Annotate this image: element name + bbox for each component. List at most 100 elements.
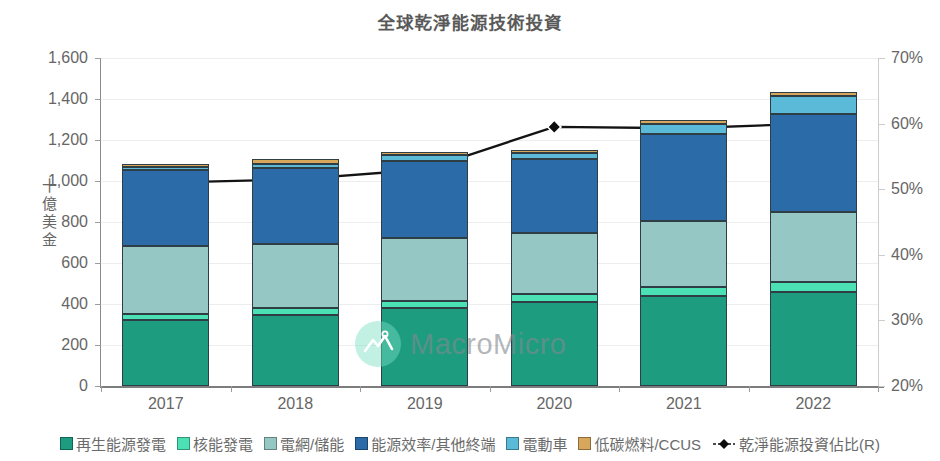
- left-axis-tick-label: 0: [0, 376, 88, 396]
- bar-segment: [511, 150, 598, 153]
- left-axis-tick-label: 1,600: [0, 48, 88, 68]
- legend-item-line[interactable]: 乾淨能源投資佔比(R): [712, 433, 880, 454]
- right-axis-tick-label: 20%: [891, 376, 940, 396]
- legend-swatch-icon: [578, 437, 591, 450]
- right-axis-tick: [879, 189, 885, 190]
- x-axis-tick: [101, 386, 102, 392]
- x-axis-tick: [749, 386, 750, 392]
- bar-segment: [640, 134, 727, 221]
- right-axis-tick: [879, 124, 885, 125]
- right-axis-tick: [879, 320, 885, 321]
- left-axis-tick-label: 400: [0, 294, 88, 314]
- bar-segment: [122, 167, 209, 170]
- bar-segment: [770, 282, 857, 291]
- x-axis-category-label: 2021: [619, 395, 749, 413]
- bar-segment: [122, 170, 209, 246]
- right-axis-tick-label: 70%: [891, 48, 940, 68]
- bar-segment: [511, 302, 598, 386]
- legend-label: 核能發電: [193, 433, 253, 454]
- legend-item-4[interactable]: 能源效率/其他終端: [355, 433, 495, 454]
- left-axis-tick-label: 800: [0, 212, 88, 232]
- right-axis-tick-label: 60%: [891, 114, 940, 134]
- bar-segment: [770, 212, 857, 283]
- legend-label: 能源效率/其他終端: [371, 433, 495, 454]
- left-axis-tick-label: 600: [0, 253, 88, 273]
- left-axis-tick-label: 1,000: [0, 171, 88, 191]
- x-axis-tick: [360, 386, 361, 392]
- legend-swatch-icon: [355, 437, 368, 450]
- bar-segment: [252, 159, 339, 163]
- bar-segment: [122, 314, 209, 320]
- bar-segment: [511, 233, 598, 293]
- bar-segment: [252, 164, 339, 168]
- right-axis-line: [878, 58, 879, 387]
- bar-segment: [511, 153, 598, 159]
- legend-swatch-icon: [60, 437, 73, 450]
- left-axis-tick: [95, 263, 101, 264]
- x-axis-category-label: 2022: [749, 395, 879, 413]
- line-diamond-legend-icon: [712, 437, 736, 451]
- diamond-marker: [548, 120, 561, 133]
- legend-swatch-icon: [264, 437, 277, 450]
- x-axis-tick: [619, 386, 620, 392]
- bar-segment: [770, 96, 857, 114]
- legend-swatch-icon: [177, 437, 190, 450]
- bar-segment: [252, 308, 339, 315]
- chart-container: 全球乾淨能源技術投資 十億美金 02004006008001,0001,2001…: [0, 0, 940, 461]
- x-axis-category-label: 2020: [490, 395, 620, 413]
- right-axis-tick-label: 50%: [891, 179, 940, 199]
- bar-segment: [381, 161, 468, 239]
- legend-item-5[interactable]: 電動車: [506, 433, 567, 454]
- legend-item-2[interactable]: 核能發電: [177, 433, 253, 454]
- left-axis-tick: [95, 140, 101, 141]
- legend-item-3[interactable]: 電網/儲能: [264, 433, 344, 454]
- left-axis-tick-label: 1,400: [0, 89, 88, 109]
- bar-segment: [381, 152, 468, 155]
- bar-segment: [511, 294, 598, 302]
- bar-segment: [252, 244, 339, 309]
- legend-label: 再生能源發電: [76, 433, 166, 454]
- legend-swatch-icon: [506, 437, 519, 450]
- x-axis-category-label: 2019: [360, 395, 490, 413]
- legend-label: 電動車: [522, 433, 567, 454]
- bar-segment: [252, 168, 339, 244]
- right-axis-tick: [879, 58, 885, 59]
- bar-segment: [122, 164, 209, 167]
- legend-label: 電網/儲能: [280, 433, 344, 454]
- x-axis-tick: [878, 386, 879, 392]
- bar-segment: [770, 114, 857, 211]
- bar-segment: [640, 221, 727, 287]
- right-axis-tick: [879, 386, 885, 387]
- bar-segment: [640, 120, 727, 124]
- bar-segment: [381, 308, 468, 386]
- left-axis-tick: [95, 99, 101, 100]
- legend-label: 低碳燃料/CCUS: [594, 433, 701, 454]
- x-axis-tick: [231, 386, 232, 392]
- legend-item-1[interactable]: 再生能源發電: [60, 433, 166, 454]
- left-axis-tick: [95, 181, 101, 182]
- x-axis-tick: [490, 386, 491, 392]
- chart-title: 全球乾淨能源技術投資: [0, 9, 940, 34]
- bar-segment: [381, 238, 468, 301]
- legend-item-6[interactable]: 低碳燃料/CCUS: [578, 433, 701, 454]
- left-axis-tick: [95, 304, 101, 305]
- bar-segment: [511, 159, 598, 233]
- bar-segment: [640, 287, 727, 296]
- right-axis-tick: [879, 255, 885, 256]
- bar-segment: [122, 246, 209, 315]
- legend-label: 乾淨能源投資佔比(R): [739, 433, 880, 454]
- bar-segment: [770, 292, 857, 386]
- right-axis-tick-label: 30%: [891, 310, 940, 330]
- bar-segment: [381, 301, 468, 308]
- right-axis-tick-label: 40%: [891, 245, 940, 265]
- bar-segment: [640, 296, 727, 386]
- left-axis-tick-label: 1,200: [0, 130, 88, 150]
- bar-segment: [252, 315, 339, 386]
- x-axis-category-label: 2017: [101, 395, 231, 413]
- legend: 再生能源發電 核能發電 電網/儲能 能源效率/其他終端 電動車 低碳燃料/CCUS 乾淨能源…: [0, 433, 940, 454]
- bar-segment: [770, 92, 857, 96]
- left-axis-tick-label: 200: [0, 335, 88, 355]
- bottom-axis-line: [100, 386, 884, 388]
- bar-segment: [640, 124, 727, 134]
- bar-segment: [122, 320, 209, 386]
